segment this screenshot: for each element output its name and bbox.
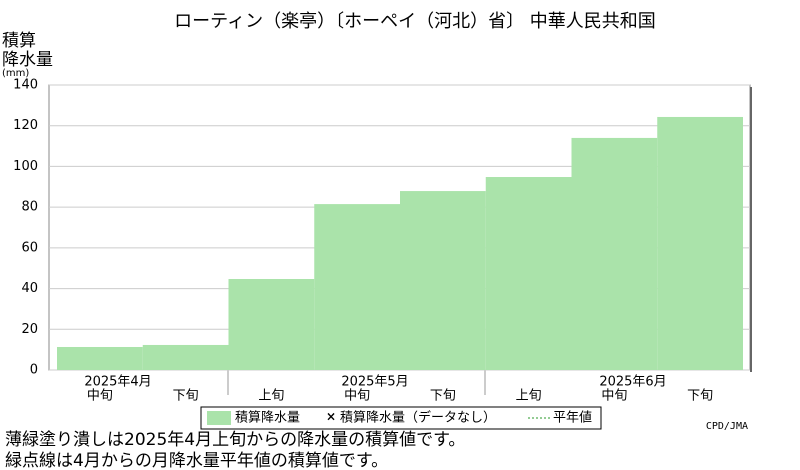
month-label: 2025年5月 <box>341 375 408 390</box>
legend-label: 積算降水量（データなし） <box>340 410 496 426</box>
y-tick-label: 60 <box>21 240 38 255</box>
credit: CPD/JMA <box>706 421 748 432</box>
x-tick-label: 中旬 <box>344 389 370 404</box>
legend <box>200 406 602 430</box>
x-tick-label: 下旬 <box>430 389 456 404</box>
legend-label: 積算降水量 <box>235 411 300 426</box>
month-label: 2025年4月 <box>84 375 151 390</box>
chart-title: ローティン（楽亭）〔ホーペイ（河北）省〕 中華人民共和国 <box>174 11 656 32</box>
bar <box>571 137 658 370</box>
bar <box>142 344 229 370</box>
x-tick-label: 中旬 <box>601 389 627 404</box>
y-tick-label: 40 <box>21 281 38 296</box>
x-tick-label: 上旬 <box>516 389 542 404</box>
x-tick-label: 下旬 <box>687 389 713 404</box>
y-tick-label: 0 <box>30 363 38 378</box>
bar <box>485 177 572 370</box>
y-tick-label: 80 <box>21 200 38 215</box>
month-label: 2025年6月 <box>599 375 666 390</box>
legend-label: 平年値 <box>553 410 592 426</box>
note: 薄緑塗り潰しは2025年4月上旬からの降水量の積算値です。 <box>5 429 465 450</box>
x-tick-label: 上旬 <box>258 389 284 404</box>
y-tick-label: 140 <box>13 78 38 93</box>
y-tick-label: 120 <box>13 118 38 133</box>
bar <box>228 279 315 370</box>
legend-swatch <box>207 411 231 425</box>
x-tick-label: 下旬 <box>173 389 199 404</box>
bar <box>400 191 486 370</box>
note: 緑点線は4月からの月降水量平年値の積算値です。 <box>5 451 388 470</box>
bar <box>657 116 743 370</box>
x-tick-label: 中旬 <box>87 389 113 404</box>
bar <box>57 346 143 370</box>
y-tick-label: 20 <box>21 322 38 337</box>
legend-marker: × <box>326 410 336 424</box>
y-label: (mm) <box>2 68 29 79</box>
y-label: 降水量 <box>2 50 53 70</box>
y-label: 積算 <box>2 31 36 51</box>
bar <box>314 204 400 370</box>
y-tick-label: 100 <box>13 159 38 174</box>
